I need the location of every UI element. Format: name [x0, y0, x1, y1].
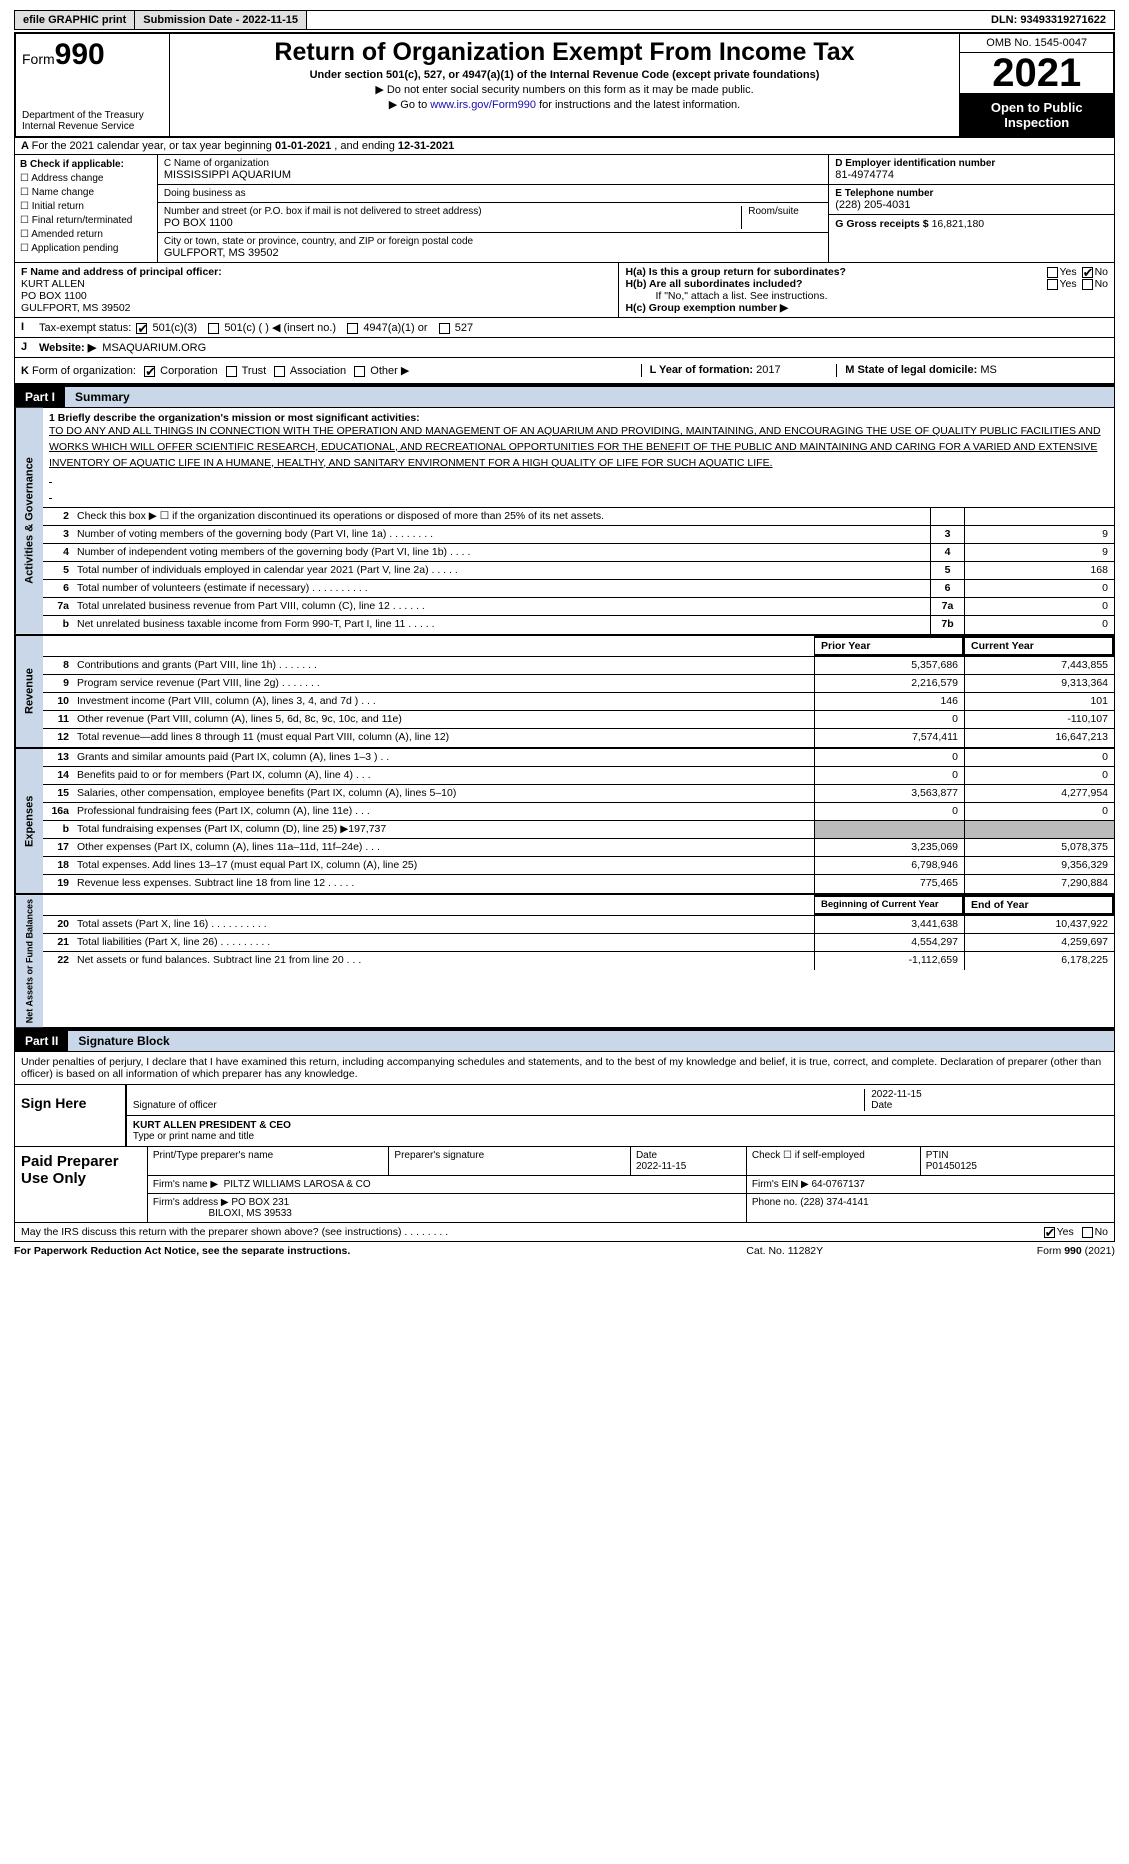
- gov-line-2: 2Check this box ▶ ☐ if the organization …: [43, 508, 1114, 526]
- line-18: 18Total expenses. Add lines 13–17 (must …: [43, 857, 1114, 875]
- gov-line-5: 5Total number of individuals employed in…: [43, 562, 1114, 580]
- part-i-header: Part I Summary: [14, 385, 1115, 408]
- part-ii-header: Part II Signature Block: [14, 1029, 1115, 1052]
- form-subtitle: Under section 501(c), 527, or 4947(a)(1)…: [176, 69, 954, 81]
- efile-print-button[interactable]: efile GRAPHIC print: [15, 11, 135, 29]
- line-20: 20Total assets (Part X, line 16) . . . .…: [43, 916, 1114, 934]
- gov-line-7a: 7aTotal unrelated business revenue from …: [43, 598, 1114, 616]
- side-label-expenses: Expenses: [15, 749, 43, 893]
- line-14: 14Benefits paid to or for members (Part …: [43, 767, 1114, 785]
- sign-here-block: Sign Here Signature of officer 2022-11-1…: [14, 1085, 1115, 1147]
- gov-line-4: 4Number of independent voting members of…: [43, 544, 1114, 562]
- form-header: Form990 Department of the Treasury Inter…: [14, 32, 1115, 138]
- line-22: 22Net assets or fund balances. Subtract …: [43, 952, 1114, 970]
- side-label-netassets: Net Assets or Fund Balances: [15, 895, 43, 1027]
- form-number: Form990: [22, 38, 163, 72]
- box-h: H(a) Is this a group return for subordin…: [619, 263, 1114, 317]
- line-9: 9Program service revenue (Part VIII, lin…: [43, 675, 1114, 693]
- top-toolbar: efile GRAPHIC print Submission Date - 20…: [14, 10, 1115, 30]
- department: Department of the Treasury Internal Reve…: [22, 110, 163, 132]
- line-8: 8Contributions and grants (Part VIII, li…: [43, 657, 1114, 675]
- line-10: 10Investment income (Part VIII, column (…: [43, 693, 1114, 711]
- line-b: bTotal fundraising expenses (Part IX, co…: [43, 821, 1114, 839]
- row-i: I Tax-exempt status: 501(c)(3) 501(c) ( …: [14, 318, 1115, 338]
- revenue-header: Prior Year Current Year: [43, 636, 1114, 657]
- tax-year: 2021: [960, 53, 1113, 94]
- gov-line-6: 6Total number of volunteers (estimate if…: [43, 580, 1114, 598]
- box-b: B Check if applicable: ☐ Address change …: [15, 155, 158, 262]
- line-11: 11Other revenue (Part VIII, column (A), …: [43, 711, 1114, 729]
- row-j: J Website: ▶ MSAQUARIUM.ORG: [14, 338, 1115, 358]
- submission-date-button[interactable]: Submission Date - 2022-11-15: [135, 11, 307, 29]
- line-16a: 16aProfessional fundraising fees (Part I…: [43, 803, 1114, 821]
- paid-preparer-block: Paid Preparer Use Only Print/Type prepar…: [14, 1147, 1115, 1223]
- irs-link[interactable]: www.irs.gov/Form990: [430, 99, 536, 111]
- line-13: 13Grants and similar amounts paid (Part …: [43, 749, 1114, 767]
- open-inspection: Open to Public Inspection: [960, 94, 1113, 136]
- discuss-row: May the IRS discuss this return with the…: [14, 1223, 1115, 1242]
- gov-line-3: 3Number of voting members of the governi…: [43, 526, 1114, 544]
- gov-line-b: bNet unrelated business taxable income f…: [43, 616, 1114, 634]
- netassets-header: Beginning of Current Year End of Year: [43, 895, 1114, 916]
- box-f: F Name and address of principal officer:…: [15, 263, 619, 317]
- signature-intro: Under penalties of perjury, I declare th…: [14, 1052, 1115, 1085]
- line-19: 19Revenue less expenses. Subtract line 1…: [43, 875, 1114, 893]
- box-c: C Name of organization MISSISSIPPI AQUAR…: [158, 155, 828, 262]
- line-15: 15Salaries, other compensation, employee…: [43, 785, 1114, 803]
- box-d-e-g: D Employer identification number 81-4974…: [828, 155, 1114, 262]
- mission: 1 Briefly describe the organization's mi…: [43, 408, 1114, 508]
- line-12: 12Total revenue—add lines 8 through 11 (…: [43, 729, 1114, 747]
- side-label-revenue: Revenue: [15, 636, 43, 747]
- side-label-governance: Activities & Governance: [15, 408, 43, 634]
- footer: For Paperwork Reduction Act Notice, see …: [14, 1242, 1115, 1260]
- line-21: 21Total liabilities (Part X, line 26) . …: [43, 934, 1114, 952]
- form-title: Return of Organization Exempt From Incom…: [176, 38, 954, 67]
- note-ssn: ▶ Do not enter social security numbers o…: [176, 83, 954, 96]
- line-17: 17Other expenses (Part IX, column (A), l…: [43, 839, 1114, 857]
- note-link: ▶ Go to www.irs.gov/Form990 for instruct…: [176, 98, 954, 111]
- dln: DLN: 93493319271622: [983, 11, 1114, 29]
- row-a-tax-year: A For the 2021 calendar year, or tax yea…: [14, 138, 1115, 155]
- row-k: K Form of organization: Corporation Trus…: [14, 358, 1115, 385]
